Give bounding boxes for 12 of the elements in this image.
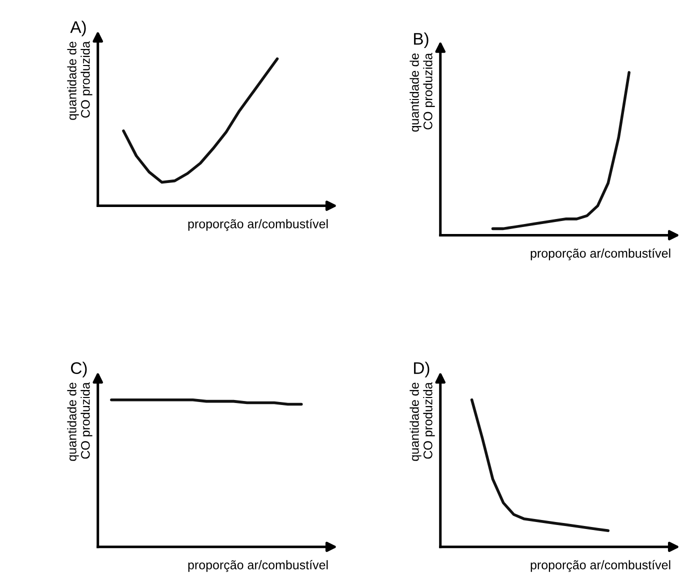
x-axis-title: proporção ar/combustível [530, 248, 670, 260]
x-axis-title: proporção ar/combustível [530, 560, 670, 572]
y-axis-title: quantidade de CO produzida [67, 382, 92, 461]
y-axis-title: quantidade de CO produzida [410, 52, 435, 132]
chart-title: B) [414, 32, 428, 48]
y-axis-title: quantidade de CO produzida [67, 41, 92, 120]
x-axis-title: proporção ar/combustível [188, 560, 328, 572]
chart-title: D) [414, 362, 430, 378]
chart-title: C) [71, 362, 87, 378]
y-axis-title: quantidade de CO produzida [410, 382, 435, 461]
chart-title: A) [70, 20, 86, 36]
x-axis-title: proporção ar/combustível [188, 218, 328, 231]
